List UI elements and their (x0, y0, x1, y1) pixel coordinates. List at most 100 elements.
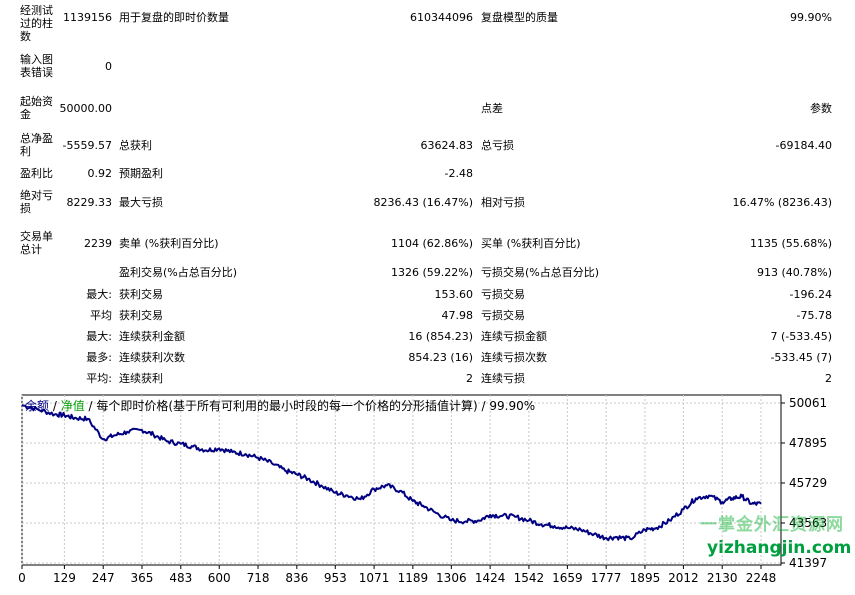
row-right-label: 相对亏损 (481, 196, 525, 209)
row-mid-label: 最大亏损 (119, 196, 163, 209)
row-mid-value: 2 (466, 372, 473, 385)
x-tick-label: 1189 (398, 571, 429, 585)
row-right-label: 连续亏损 (481, 372, 525, 385)
row-right-value: 参数 (810, 102, 832, 115)
row-mid-label: 连续获利次数 (119, 351, 185, 364)
row-right-label: 亏损交易 (481, 288, 525, 301)
row-right-value: -75.78 (796, 309, 832, 322)
x-tick-label: 1895 (630, 571, 661, 585)
x-tick-label: 247 (92, 571, 115, 585)
row-value: 0.92 (87, 167, 113, 180)
row-mid-label: 连续获利金额 (119, 330, 185, 343)
row-label: 总净盈利 (20, 132, 53, 158)
row-value: -5559.57 (62, 139, 112, 152)
x-tick-label: 0 (18, 571, 26, 585)
row-mid-value: 8236.43 (16.47%) (373, 196, 473, 209)
row-right-value: 913 (40.78%) (756, 266, 832, 279)
y-tick-label: 41397 (789, 556, 827, 570)
watermark-url: yizhangjin.com (707, 538, 852, 558)
row-mid-value: 1326 (59.22%) (390, 266, 473, 279)
row-mid-value: 1104 (62.86%) (390, 237, 473, 250)
row-mid-label: 获利交易 (119, 309, 163, 322)
x-tick-label: 129 (53, 571, 76, 585)
row-mid-label: 预期盈利 (119, 167, 163, 180)
row-label: 起始资金 (20, 95, 53, 121)
row-right-value: -533.45 (7) (770, 351, 832, 364)
x-tick-label: 953 (324, 571, 347, 585)
x-tick-label: 1777 (591, 571, 622, 585)
row-right-label: 复盘模型的质量 (481, 11, 558, 24)
x-tick-label: 1542 (514, 571, 545, 585)
balance-chart: 50061 47895 45729 43563 41397 0 129 247 365 483 60… (0, 392, 855, 595)
row-right-label: 总亏损 (481, 139, 514, 152)
row-mid-label: 盈利交易(%占总百分比) (119, 266, 238, 279)
x-tick-label: 1306 (436, 571, 467, 585)
row-mid-label: 连续获利 (119, 372, 163, 385)
row-mid-label: 获利交易 (119, 288, 163, 301)
row-mid-value: 153.60 (434, 288, 474, 301)
x-tick-label: 483 (169, 571, 192, 585)
balance-line (21, 404, 762, 542)
y-tick-label: 50061 (789, 396, 827, 410)
legend-balance: 余额 (25, 399, 50, 413)
x-tick-label: 600 (208, 571, 231, 585)
x-tick-label: 1424 (475, 571, 506, 585)
row-mid-label: 卖单 (%获利百分比) (119, 237, 219, 250)
row-mid-value: 47.98 (441, 309, 474, 322)
row-value: 1139156 (63, 11, 112, 24)
report-summary: 经测试过的柱数 1139156 用于复盘的即时价数量 610344096 复盘模型的质量… (20, 4, 832, 385)
y-tick-label: 45729 (789, 476, 827, 490)
y-tick-label: 47895 (789, 436, 827, 450)
x-tick-label: 836 (285, 571, 308, 585)
row-label: 盈利比 (20, 167, 53, 180)
row-prefix: 最多: (86, 351, 112, 364)
row-right-value: 2 (825, 372, 832, 385)
row-mid-value: 63624.83 (420, 139, 474, 152)
row-mid-value: 610344096 (410, 11, 473, 24)
row-prefix: 平均 (90, 309, 112, 322)
row-right-value: 99.90% (790, 11, 832, 24)
x-tick-label: 2012 (668, 571, 699, 585)
row-label: 交易单总计 (20, 230, 53, 256)
row-right-label: 买单 (%获利百分比) (481, 237, 581, 250)
legend-equity: 净值 (60, 399, 85, 413)
row-mid-value: 16 (854.23) (408, 330, 473, 343)
row-value: 8229.33 (66, 196, 113, 209)
row-value: 0 (105, 60, 112, 73)
x-tick-label: 1071 (359, 571, 390, 585)
row-label: 绝对亏损 (20, 189, 53, 215)
x-tick-label: 2130 (707, 571, 738, 585)
row-right-value: 1135 (55.68%) (749, 237, 832, 250)
row-right-label: 点差 (481, 102, 503, 115)
row-right-label: 亏损交易 (481, 309, 525, 322)
legend-separator: / (49, 399, 61, 413)
row-right-value: 7 (-533.45) (770, 330, 832, 343)
row-mid-label: 用于复盘的即时价数量 (119, 11, 229, 24)
row-right-value: 16.47% (8236.43) (732, 196, 832, 209)
row-right-label: 连续亏损金额 (481, 330, 547, 343)
row-prefix: 平均: (86, 372, 112, 385)
row-right-value: -196.24 (789, 288, 832, 301)
row-label: 输入图表错误 (20, 53, 53, 79)
row-label: 经测试过的柱数 (20, 4, 53, 43)
row-prefix: 最大: (86, 288, 112, 301)
x-tick-label: 365 (131, 571, 154, 585)
chart-title: 余额 / 净值 / 每个即时价格(基于所有可利用的最小时段的每一个价格的分形插值… (25, 397, 535, 414)
x-tick-label: 1659 (552, 571, 583, 585)
row-value: 50000.00 (59, 102, 113, 115)
row-right-label: 连续亏损次数 (481, 351, 547, 364)
row-mid-value: -2.48 (444, 167, 473, 180)
y-tick-label: 43563 (789, 516, 827, 530)
row-mid-label: 总获利 (119, 139, 152, 152)
x-tick-label: 718 (247, 571, 270, 585)
watermark-text: 一掌金外汇资源网 (700, 515, 844, 535)
chart-canvas: 50061 47895 45729 43563 41397 0 129 247 365 483 60… (18, 394, 827, 585)
row-right-value: -69184.40 (775, 139, 832, 152)
row-right-label: 亏损交易(%占总百分比) (481, 266, 600, 279)
plot-frame (21, 394, 782, 566)
row-prefix: 最大: (86, 330, 112, 343)
chart-title-text: / 每个即时价格(基于所有可利用的最小时段的每一个价格的分形插值计算) / 99… (84, 399, 536, 413)
row-mid-value: 854.23 (16) (408, 351, 473, 364)
row-value: 2239 (84, 237, 112, 250)
x-tick-label: 2248 (746, 571, 777, 585)
